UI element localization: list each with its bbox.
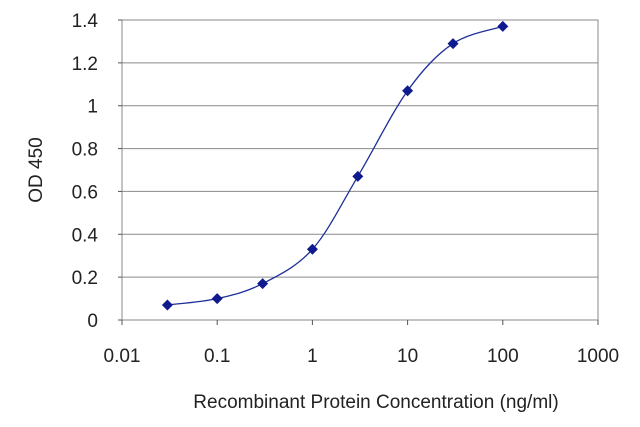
x-tick-label: 10 (397, 346, 418, 367)
x-tick-label: 1000 (577, 346, 619, 367)
y-tick-label: 0.2 (72, 268, 98, 289)
y-tick-label: 0 (87, 311, 98, 332)
grid-lines (122, 19, 598, 278)
data-point-marker (257, 278, 269, 290)
data-point-marker (352, 170, 364, 182)
data-point-marker (161, 299, 173, 311)
y-tick-label: 0.8 (72, 140, 98, 161)
y-axis-ticks: 0 0.2 0.4 0.6 0.8 1 1.2 1.4 (72, 11, 122, 332)
y-tick-label: 1.4 (72, 11, 99, 32)
data-point-marker (497, 20, 509, 32)
data-markers (161, 20, 509, 311)
y-tick-label: 0.6 (72, 182, 98, 203)
x-axis-title: Recombinant Protein Concentration (ng/ml… (193, 392, 558, 413)
x-tick-label: 100 (487, 346, 519, 367)
data-point-marker (402, 85, 414, 97)
y-tick-label: 0.4 (72, 225, 99, 246)
x-tick-label: 1 (307, 346, 318, 367)
plot-area (121, 19, 599, 321)
x-tick-label: 0.01 (104, 346, 141, 367)
data-point-marker (306, 243, 318, 255)
data-point-marker (211, 293, 223, 305)
y-tick-label: 1.2 (72, 54, 98, 75)
series-curve (167, 25, 504, 306)
data-point-marker (447, 38, 459, 50)
x-axis-ticks: 0.01 0.1 1 10 100 1000 (104, 320, 619, 367)
y-axis-title: OD 450 (26, 137, 47, 202)
x-tick-label: 0.1 (204, 346, 230, 367)
y-tick-label: 1 (87, 97, 98, 118)
